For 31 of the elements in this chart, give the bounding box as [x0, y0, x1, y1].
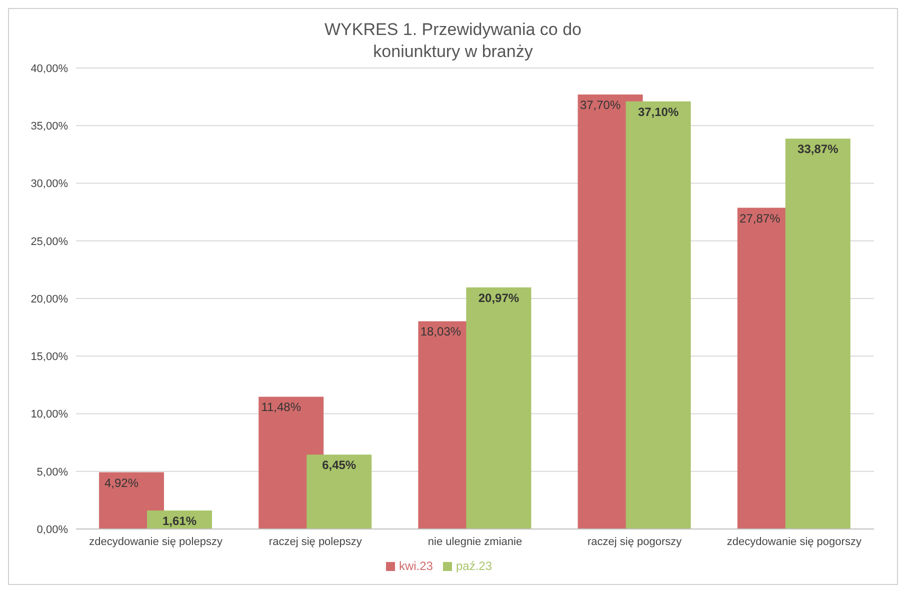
y-tick-label: 10,00%	[30, 408, 68, 421]
y-tick-label: 30,00%	[30, 178, 68, 190]
data-label: 18,03%	[420, 324, 462, 339]
bar	[785, 138, 850, 529]
data-label: 20,97%	[478, 290, 520, 305]
y-tick-label: 0,00%	[36, 524, 68, 536]
x-tick-label: zdecydowanie się polepszy	[89, 536, 223, 548]
legend-label: kwi.23	[398, 559, 433, 573]
data-label: 37,10%	[638, 104, 679, 119]
x-tick-label: zdecydowanie się pogorszy	[726, 536, 862, 548]
data-label: 1,61%	[162, 514, 197, 528]
data-label: 37,70%	[580, 98, 621, 112]
data-label: 6,45%	[322, 458, 356, 472]
x-tick-label: raczej się polepszy	[268, 536, 362, 548]
bar	[626, 101, 691, 529]
chart-title: WYKRES 1. Przewidywania co do koniunktury w branży	[324, 19, 582, 63]
y-tick-label: 25,00%	[30, 236, 68, 248]
bar	[306, 454, 372, 529]
y-tick-label: 35,00%	[30, 120, 68, 133]
bar	[466, 287, 532, 529]
x-tick-label: nie ulegnie zmianie	[428, 536, 522, 548]
y-tick-label: 5,00%	[36, 466, 68, 478]
data-label: 11,48%	[261, 400, 302, 414]
data-label: 4,92%	[104, 476, 139, 490]
y-tick-label: 20,00%	[30, 293, 68, 306]
data-label: 27,87%	[740, 211, 781, 226]
x-tick-label: raczej się pogorszy	[588, 536, 682, 548]
y-tick-label: 40,00%	[30, 62, 68, 75]
legend-label: paź.23	[456, 559, 492, 573]
data-label: 33,87%	[798, 142, 839, 156]
y-tick-label: 15,00%	[30, 351, 68, 364]
